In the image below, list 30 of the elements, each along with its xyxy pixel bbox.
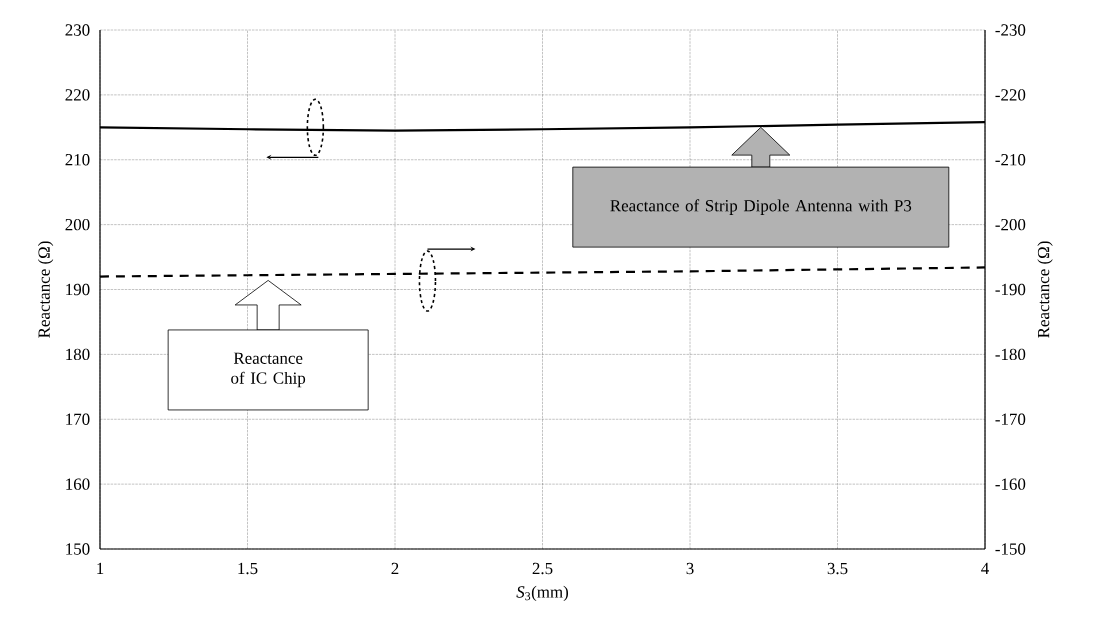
annotation: Reactance of Strip Dipole Antenna with P3 bbox=[610, 199, 912, 215]
x-tick-label: 3.5 bbox=[827, 562, 848, 575]
y-tick-label: 180 bbox=[66, 348, 90, 361]
y2-tick-label: -180 bbox=[995, 348, 1026, 361]
y-tick-label: 220 bbox=[65, 89, 90, 101]
x-axis-title: S$_{3}$(mm) bbox=[516, 585, 569, 602]
x-tick-label: 4 bbox=[981, 562, 989, 574]
x-tick-label: 1.5 bbox=[238, 562, 258, 575]
x-tick-label: 2 bbox=[391, 562, 399, 575]
y-axis-title: Reactance (Ω) bbox=[37, 241, 54, 338]
y-tick-label: 160 bbox=[66, 478, 90, 490]
y2-tick-label: -170 bbox=[995, 413, 1026, 425]
y2-tick-label: -220 bbox=[995, 89, 1026, 101]
annotation: Reactance of IC Chip bbox=[231, 352, 306, 388]
y-tick-label: 210 bbox=[65, 154, 90, 166]
y-tick-label: 150 bbox=[66, 543, 90, 555]
y2-tick-label: -210 bbox=[995, 154, 1026, 166]
y-tick-label: 200 bbox=[65, 218, 90, 231]
x-tick-label: 1 bbox=[97, 562, 104, 574]
y2-tick-label: -150 bbox=[995, 543, 1026, 555]
y-tick-label: 170 bbox=[66, 413, 90, 425]
y2-tick-label: -200 bbox=[995, 218, 1026, 231]
x-tick-label: 2.5 bbox=[532, 562, 553, 575]
y2-tick-label: -190 bbox=[995, 283, 1026, 296]
y2-tick-label: -160 bbox=[995, 478, 1026, 490]
x-tick-label: 3 bbox=[686, 562, 694, 575]
y2-axis-title: Reactance (Ω) bbox=[1037, 241, 1053, 338]
y-tick-label: 230 bbox=[65, 24, 90, 36]
y2-tick-label: -230 bbox=[995, 24, 1026, 36]
y-tick-label: 190 bbox=[66, 283, 90, 296]
